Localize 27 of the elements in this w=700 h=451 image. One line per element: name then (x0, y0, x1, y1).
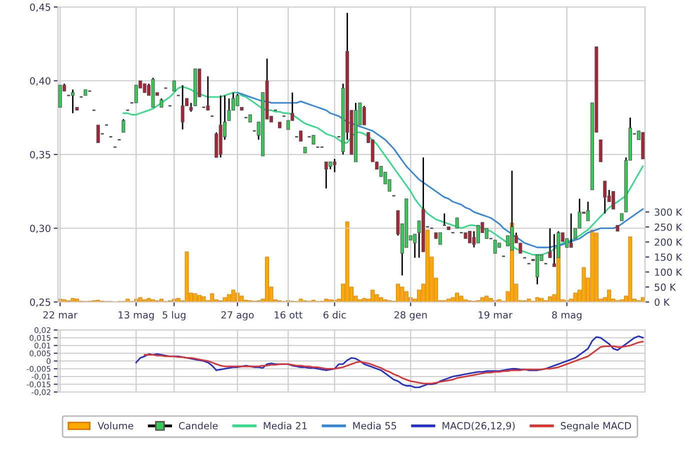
y2-tick-label: 0 K (654, 298, 670, 306)
x-tick-label: 16 ott (274, 311, 302, 319)
legend-label: Segnale MACD (560, 422, 632, 432)
x-tick-label: 5 lug (162, 311, 186, 320)
y2-tick-label: 250 K (654, 223, 682, 231)
x-tick-label: 19 mar (478, 311, 513, 319)
legend-label: Candele (178, 422, 218, 430)
y2-tick-label: 150 K (655, 253, 682, 261)
y-tick-label: 0,45 (30, 3, 50, 12)
y-tick-label: 0,30 (30, 224, 50, 234)
legend-label: MACD(26,12,9) (442, 422, 515, 431)
legend-label: Media 55 (353, 422, 396, 430)
x-tick-label: 6 dic (324, 311, 346, 319)
y-tick-label: 0,35 (30, 150, 50, 160)
x-tick-label: 27 ago (221, 311, 254, 320)
y-tick-label: 0,40 (30, 77, 50, 86)
y2-tick-label: 200 K (654, 238, 682, 246)
x-tick-label: 22 mar (43, 311, 78, 319)
y-tick-label: 0,25 (30, 298, 50, 307)
legend-label: Media 21 (264, 422, 307, 430)
x-tick-label: 8 mag (552, 311, 582, 320)
y2-tick-label: 50 K (654, 283, 676, 291)
y2-tick-label: 100 K (655, 268, 682, 276)
x-tick-label: 13 mag (118, 311, 154, 320)
y2-tick-label: 300 K (654, 208, 682, 216)
legend-label: Volume (98, 422, 134, 430)
x-tick-label: 28 gen (394, 311, 427, 320)
